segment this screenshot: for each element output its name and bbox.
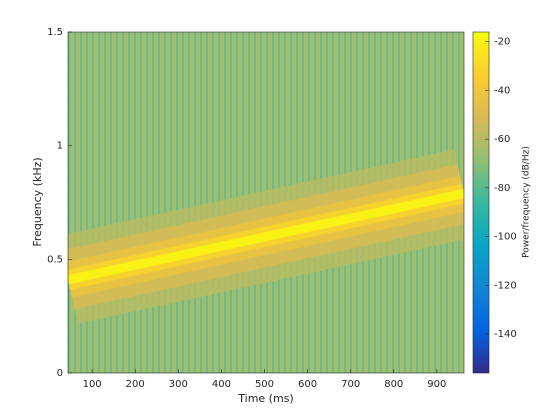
x-tick-label: 800 [384,379,403,390]
colorbar-tick-label: -120 [494,280,517,291]
colorbar [472,31,490,374]
colorbar-label: Power/frequency (dB/Hz) [522,146,532,258]
colorbar-tick-label: -60 [494,134,510,145]
ridge [68,189,464,285]
colorbar-tick-label: -80 [494,183,510,194]
colorbar-tick-label: -40 [494,85,510,96]
y-axis-label: Frequency (kHz) [31,157,44,246]
x-tick-label: 100 [83,379,102,390]
colorbar-tick-label: -20 [494,37,510,48]
x-tick-label: 700 [341,379,360,390]
y-tick-label: 0.5 [47,254,63,265]
x-tick-label: 200 [126,379,145,390]
x-axis-label: Time (ms) [237,392,293,405]
y-tick-label: 0 [57,368,63,379]
x-tick-label: 500 [255,379,274,390]
colorbar-tick-label: -100 [494,232,517,243]
axes-box [67,31,465,374]
y-tick-label: 1 [57,141,63,152]
x-tick-label: 400 [212,379,231,390]
plot-area [68,32,464,373]
x-tick-label: 900 [427,379,446,390]
colorbar-tick-label: -140 [494,329,517,340]
x-tick-label: 300 [169,379,188,390]
x-tick-label: 600 [298,379,317,390]
y-tick-label: 1.5 [47,27,63,38]
